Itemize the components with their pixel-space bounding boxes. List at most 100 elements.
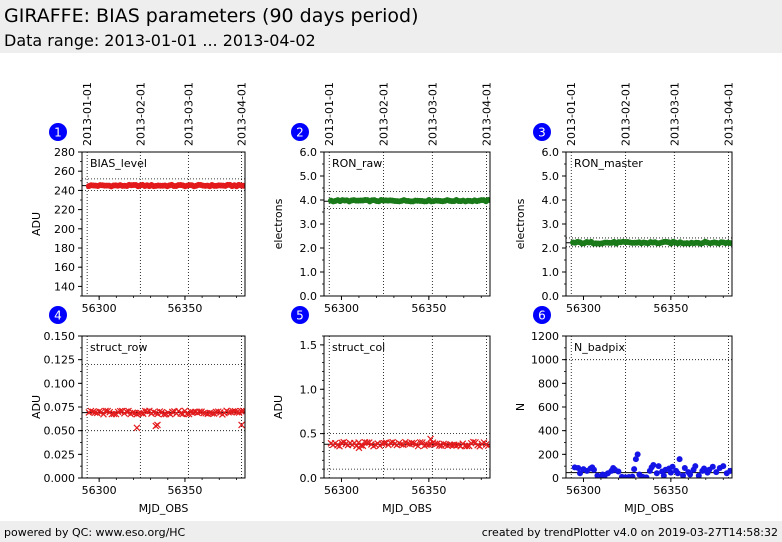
plot-label: N_badpix	[574, 341, 625, 354]
plot-number-badge	[533, 123, 551, 141]
data-point	[655, 463, 662, 470]
y-tick-label: 0.100	[44, 377, 76, 390]
y-axis-label: N	[514, 403, 527, 411]
data-point-x	[193, 409, 201, 417]
data-point-x	[137, 409, 145, 417]
plot-number-label: 4	[54, 309, 62, 323]
plot-number-badge	[291, 306, 309, 324]
data-point-x	[355, 444, 363, 452]
x-tick-label: 56300	[566, 302, 601, 315]
data-point	[576, 470, 583, 477]
x-tick-label: 56350	[167, 484, 202, 497]
plot-number-badge	[49, 306, 67, 324]
y-tick-label: 2.0	[542, 242, 560, 255]
plot-label: struct_col	[332, 341, 385, 354]
data-point	[631, 466, 638, 473]
plot-RON_raw: 2013-01-01 2013-02-01 2013-03-01 2013-04-01…	[272, 82, 494, 315]
data-point-x	[440, 440, 448, 448]
plot-label: BIAS_level	[90, 157, 147, 170]
data-point-x	[110, 410, 118, 418]
plot-struct_row: 0.000 0.025 0.050 0.075 0.100 0.125 0.150 56300…	[30, 306, 246, 515]
date-tick-label: 2013-01-01	[81, 82, 94, 146]
data-point	[692, 463, 699, 470]
data-point	[709, 463, 716, 470]
data-point	[615, 468, 622, 475]
data-point-x	[160, 410, 168, 418]
plot-RON_master: 2013-01-01 2013-02-01 2013-03-01 2013-04-01…	[514, 82, 736, 315]
data-point	[240, 182, 245, 189]
y-tick-label: 0.125	[44, 354, 76, 367]
y-tick-label: 0.025	[44, 448, 76, 461]
data-point-x	[102, 407, 109, 415]
y-tick-label: 0.0	[300, 290, 318, 303]
data-point-x	[156, 408, 164, 415]
y-tick-label: 2.0	[300, 242, 318, 255]
x-tick-label: 56350	[411, 484, 446, 497]
page-header: GIRAFFE: BIAS parameters (90 days period…	[0, 0, 782, 53]
data-point-x	[123, 408, 130, 415]
y-axis-label: ADU	[272, 395, 285, 419]
date-tick-label: 2013-04-01	[481, 82, 494, 146]
y-tick-label: 0.050	[44, 425, 76, 438]
data-point-x	[359, 442, 367, 450]
plot-label: struct_row	[90, 341, 147, 354]
plot-N_badpix: 0 200 400 600 800 1000 1200 56300 56350 N_badpix N…	[514, 306, 733, 515]
footer-created-by: created by trendPlotter v4.0 on 2019-03-…	[481, 526, 778, 539]
data-points	[327, 435, 490, 452]
y-tick-label: 3.0	[542, 218, 560, 231]
data-point-x	[484, 442, 490, 450]
data-point	[634, 451, 641, 458]
data-point	[629, 473, 636, 478]
y-tick-label: 0.150	[44, 330, 76, 343]
date-tick-label: 2013-03-01	[668, 82, 681, 146]
plot-number-badge	[291, 123, 309, 141]
data-point-x	[143, 408, 151, 416]
data-point-x	[421, 442, 428, 450]
plot-frame	[323, 151, 491, 297]
data-point	[676, 456, 683, 463]
y-tick-label: 1000	[531, 354, 559, 367]
date-tick-label: 2013-02-01	[377, 82, 390, 146]
y-tick-label: 0	[552, 472, 559, 485]
y-tick-label: 6.0	[300, 146, 318, 159]
y-tick-label: 400	[538, 425, 559, 438]
trend-plots: 2013-01-01 2013-02-01 2013-03-01 2013-04-01…	[30, 82, 736, 515]
date-tick-label: 2013-04-01	[723, 82, 736, 146]
data-point-x	[380, 439, 388, 447]
data-point-x	[408, 439, 416, 447]
data-point-x	[168, 408, 176, 416]
data-point-x	[397, 440, 405, 448]
plot-frame	[565, 151, 733, 297]
y-tick-label: 1.0	[542, 266, 560, 279]
date-tick-label: 2013-03-01	[182, 82, 195, 146]
data-point	[653, 470, 660, 477]
date-tick-label: 2013-01-01	[323, 82, 336, 146]
x-axis-label: MJD_OBS	[624, 502, 674, 515]
plot-number-label: 1	[54, 126, 62, 140]
plot-number-badge	[533, 306, 551, 324]
page-title: GIRAFFE: BIAS parameters (90 days period…	[4, 5, 419, 27]
x-tick-label: 56350	[167, 302, 202, 315]
data-point	[701, 465, 708, 472]
data-point-x	[214, 408, 222, 416]
y-tick-label: 200	[538, 448, 559, 461]
data-point	[727, 240, 732, 247]
y-tick-label: 1.0	[300, 266, 318, 279]
y-axis-label: ADU	[30, 395, 43, 419]
plot-BIAS_level: 2013-01-01 2013-02-01 2013-03-01 2013-04-01…	[30, 82, 249, 315]
y-tick-label: 1.0	[300, 383, 318, 396]
y-tick-label: 3.0	[300, 218, 318, 231]
data-point	[632, 456, 639, 463]
data-point-x	[177, 410, 185, 417]
x-tick-label: 56350	[411, 302, 446, 315]
data-point-x	[463, 442, 471, 450]
data-point-x	[89, 408, 97, 416]
plot-number-label: 5	[296, 309, 304, 323]
y-tick-label: 220	[54, 204, 75, 217]
data-point	[667, 469, 674, 476]
y-tick-label: 0.0	[542, 290, 560, 303]
x-tick-label: 56300	[82, 302, 117, 315]
y-tick-label: 0.0	[300, 472, 318, 485]
data-point	[660, 472, 667, 478]
data-point-x	[427, 435, 435, 443]
